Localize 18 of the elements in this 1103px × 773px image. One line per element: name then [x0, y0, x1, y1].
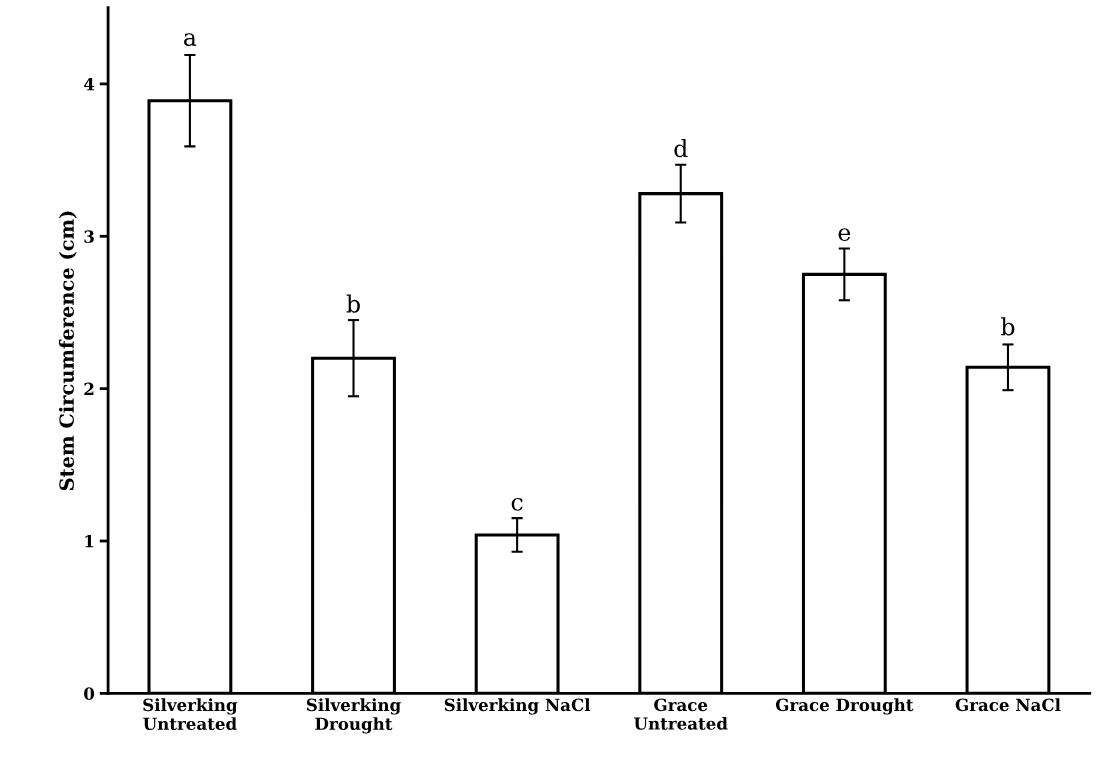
y-tick-label: 0 — [84, 687, 95, 700]
x-tick-label: Silverking NaCl — [444, 698, 591, 715]
annotation: c — [511, 497, 523, 511]
y-tick-label: 3 — [84, 230, 94, 243]
annotation: a — [184, 33, 197, 47]
y-tick-label: 4 — [83, 77, 95, 91]
annotation: e — [838, 228, 851, 242]
x-tick-label: Grace Drought — [775, 698, 914, 715]
x-tick-label: Silverking Untreated — [143, 698, 238, 731]
x-tick-label: Grace NaCl — [955, 698, 1061, 712]
annotation: d — [674, 139, 688, 158]
y-tick-label: 2 — [84, 382, 94, 395]
annotation: b — [1001, 317, 1015, 336]
y-tick-label: 1 — [85, 534, 94, 548]
x-tick-label: Grace Untreated — [634, 698, 728, 730]
x-tick-label: Silverking Drought — [306, 698, 401, 734]
annotation: b — [346, 294, 360, 313]
y-axis-title: Stem Circumference (cm) — [58, 211, 77, 491]
